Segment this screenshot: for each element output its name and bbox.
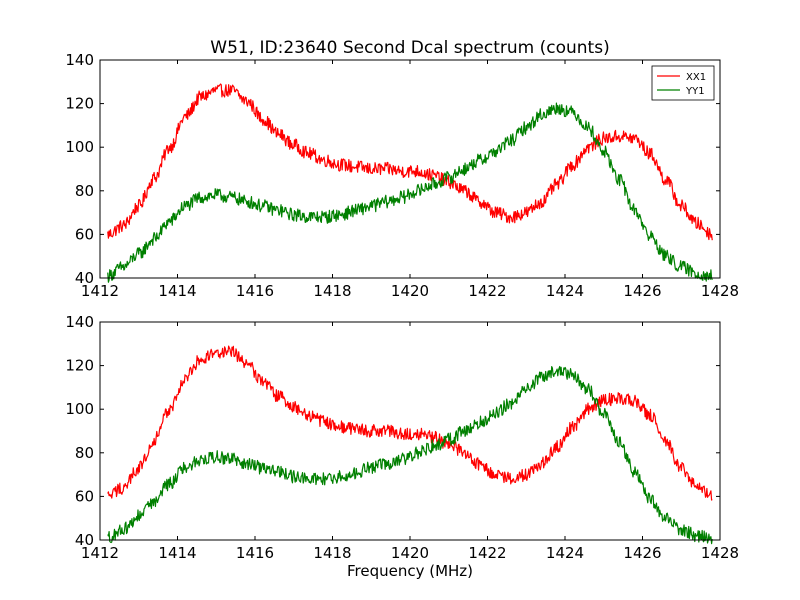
x-tick-label: 1412 <box>81 544 119 562</box>
x-tick-label: 1414 <box>158 282 196 300</box>
x-tick-label: 1428 <box>701 282 739 300</box>
x-tick-label: 1420 <box>391 544 429 562</box>
x-tick-label: 1418 <box>313 282 351 300</box>
x-tick-label: 1420 <box>391 282 429 300</box>
y-tick-label: 60 <box>75 487 94 505</box>
x-tick-label: 1422 <box>468 282 506 300</box>
y-tick-label: 60 <box>75 225 94 243</box>
x-axis-label: Frequency (MHz) <box>347 562 473 580</box>
y-tick-label: 140 <box>65 313 94 331</box>
y-tick-label: 100 <box>65 400 94 418</box>
bottom-spectrum-panel: 1412 1414 1416 1418 1420 1422 1424 1426 1428 40 60… <box>65 313 739 562</box>
y-tick-label: 40 <box>75 531 94 549</box>
legend-label-yy1: YY1 <box>685 86 705 97</box>
y-tick-label: 80 <box>75 182 94 200</box>
x-tick-label: 1414 <box>158 544 196 562</box>
x-tick-label: 1412 <box>81 282 119 300</box>
chart-title: W51, ID:23640 Second Dcal spectrum (coun… <box>210 38 609 58</box>
x-tick-label: 1416 <box>236 282 274 300</box>
x-tick-label: 1416 <box>236 544 274 562</box>
series-line-red <box>107 345 713 501</box>
legend-label-xx1: XX1 <box>686 72 706 83</box>
y-tick-label: 80 <box>75 444 94 462</box>
x-tick-label: 1422 <box>468 544 506 562</box>
y-tick-label: 120 <box>65 95 94 113</box>
y-tick-label: 140 <box>65 51 94 69</box>
x-tick-label: 1424 <box>546 544 584 562</box>
x-tick-label: 1426 <box>623 282 661 300</box>
x-tick-label: 1428 <box>701 544 739 562</box>
series-line-xx1 <box>107 83 713 241</box>
x-tick-label: 1426 <box>623 544 661 562</box>
y-tick-label: 100 <box>65 138 94 156</box>
legend-box <box>651 65 715 101</box>
x-tick-label: 1424 <box>546 282 584 300</box>
series-line-green <box>107 365 713 545</box>
y-tick-label: 120 <box>65 357 94 375</box>
series-line-yy1 <box>107 102 713 283</box>
x-tick-label: 1418 <box>313 544 351 562</box>
top-spectrum-panel: 1412 1414 1416 1418 1420 1422 1424 1426 1428 40 60… <box>65 51 739 300</box>
y-tick-label: 40 <box>75 269 94 287</box>
